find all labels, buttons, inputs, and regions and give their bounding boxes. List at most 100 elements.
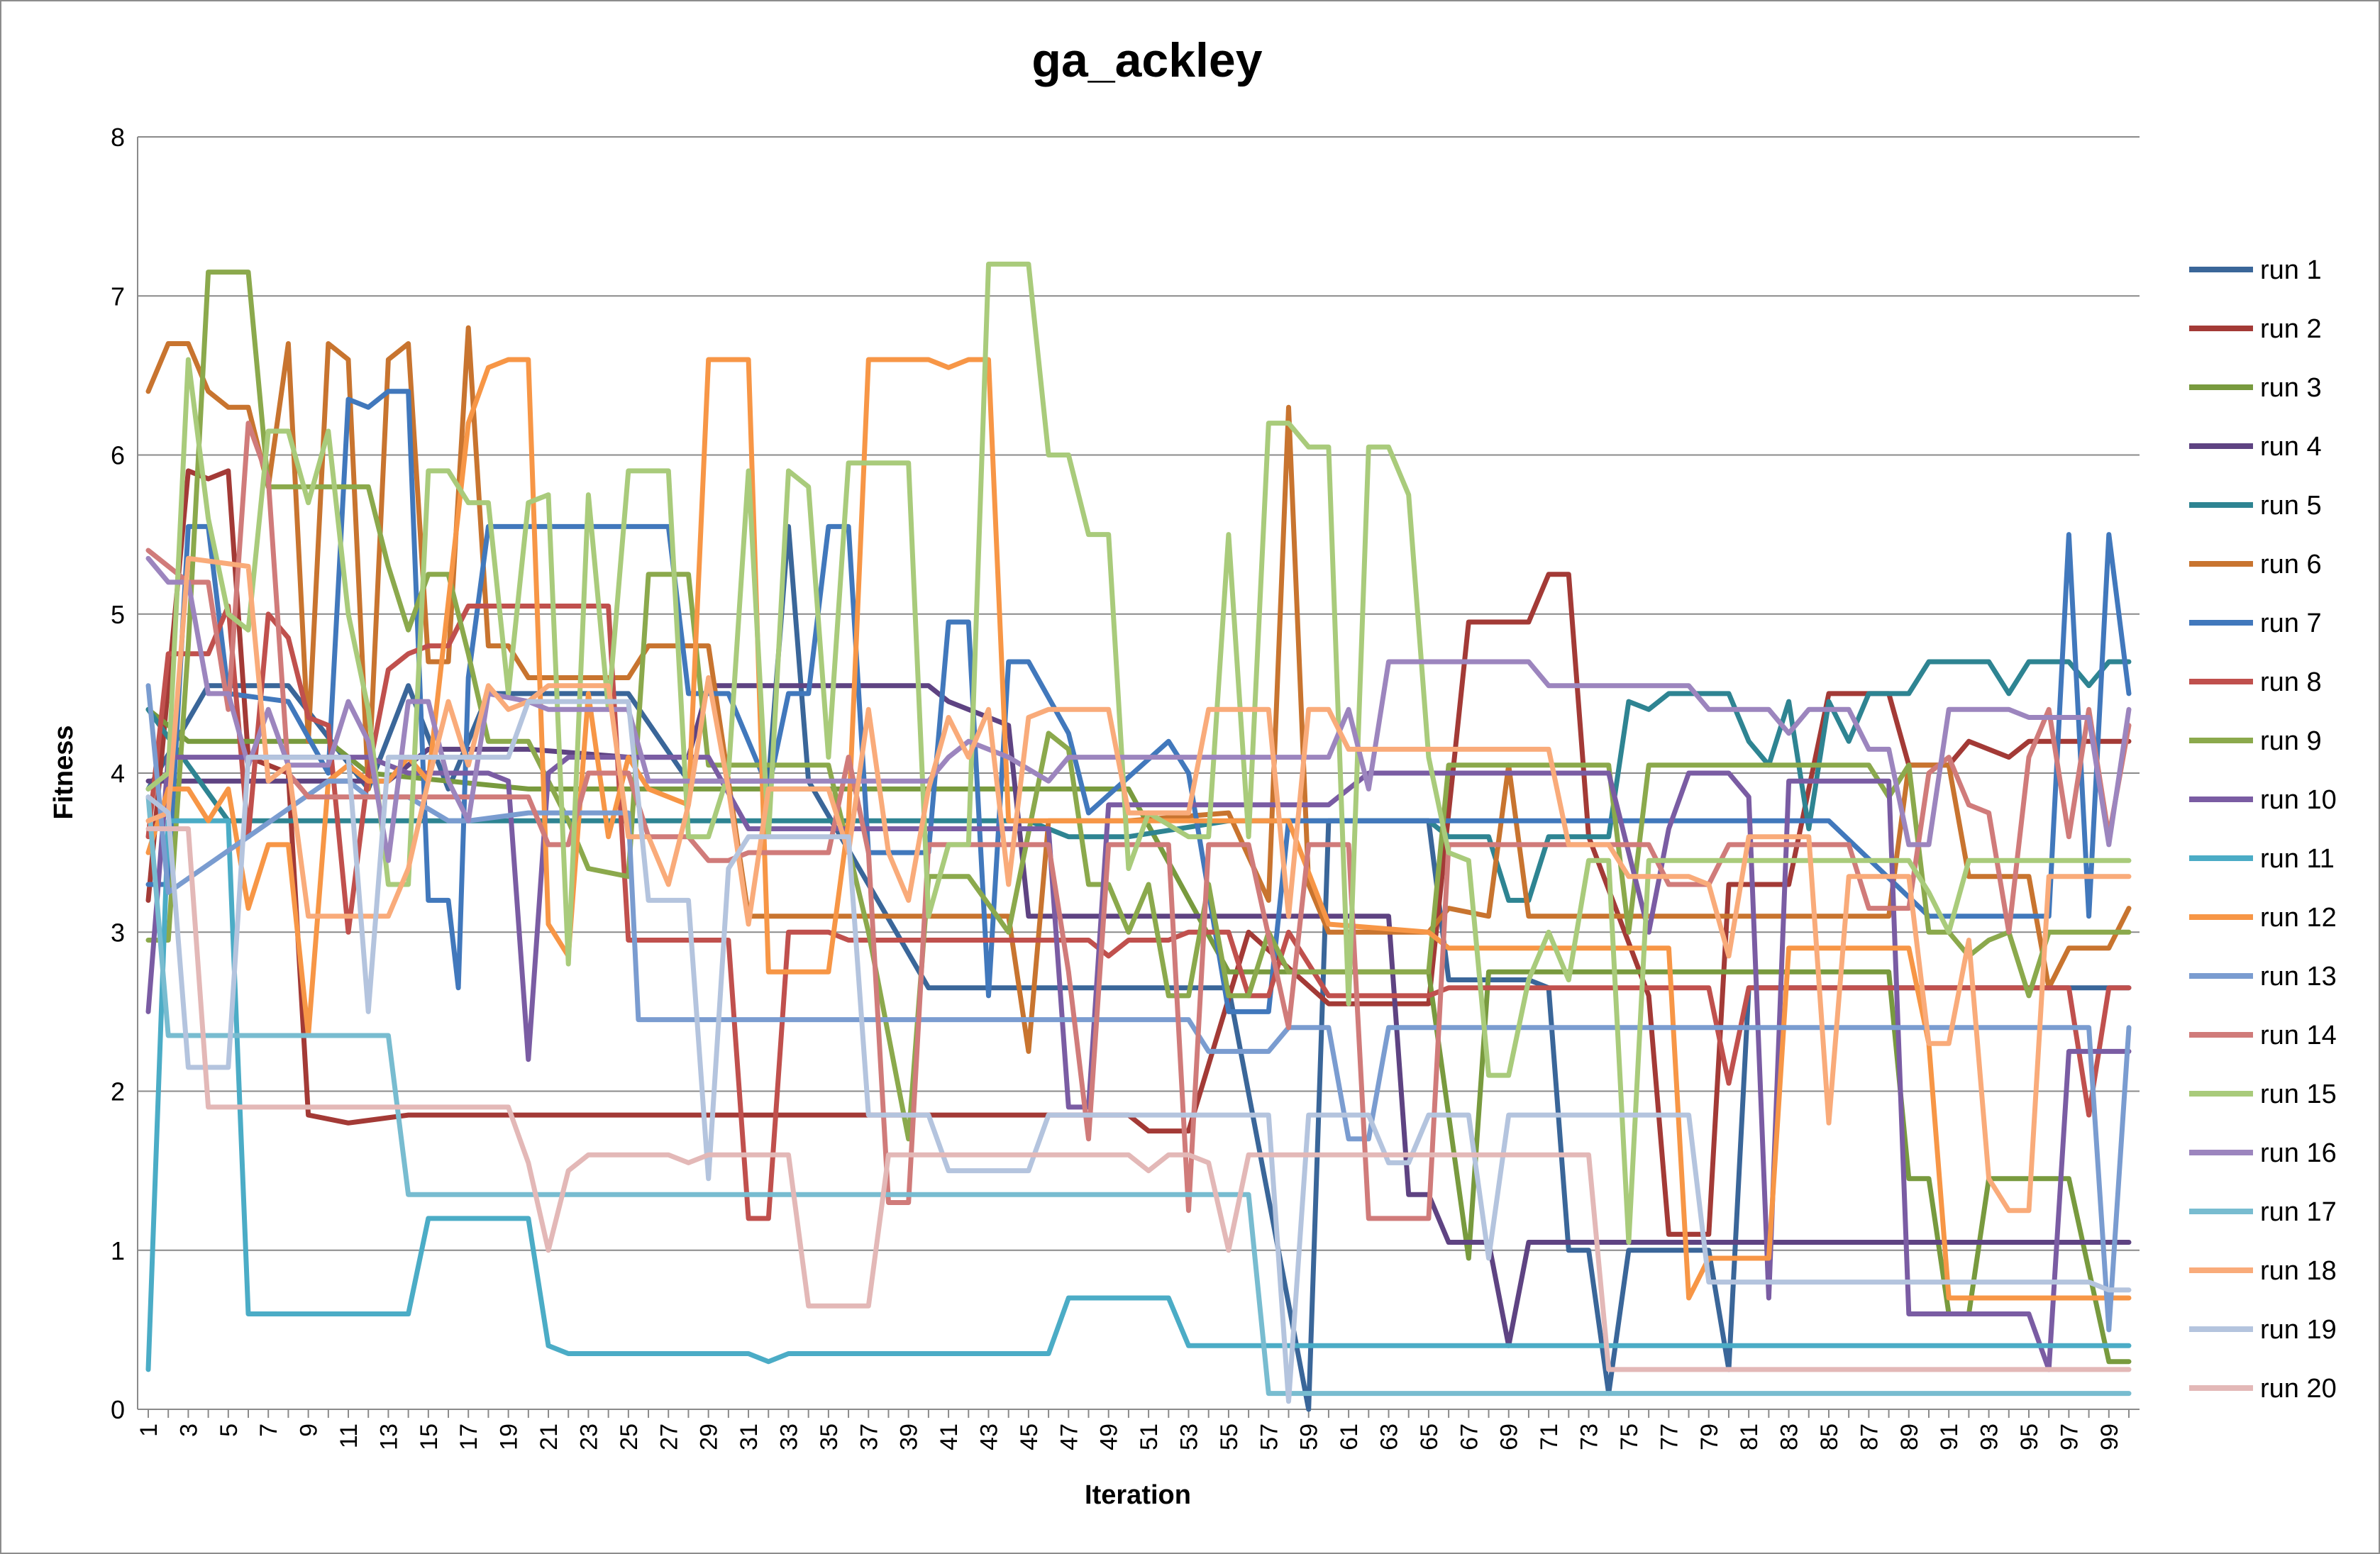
x-tick-label: 73	[1576, 1423, 1603, 1450]
x-tick-label: 13	[375, 1423, 402, 1450]
x-tick-label: 21	[536, 1423, 563, 1450]
y-tick-label: 8	[111, 123, 125, 152]
legend-label: run 1	[2260, 255, 2322, 285]
series-lines	[145, 261, 2132, 1412]
legend-label: run 10	[2260, 785, 2337, 815]
legend-label: run 6	[2260, 550, 2322, 579]
legend-label: run 17	[2260, 1197, 2337, 1227]
x-tick-label: 55	[1216, 1423, 1243, 1450]
series-line-run-20	[145, 826, 2132, 1372]
x-tick-label: 83	[1776, 1423, 1803, 1450]
x-tick-label: 15	[416, 1423, 443, 1450]
series-line-run-7	[145, 389, 2132, 1014]
legend-label: run 18	[2260, 1256, 2337, 1286]
x-tick-label: 35	[816, 1423, 843, 1450]
x-tick-label: 75	[1616, 1423, 1643, 1450]
legend: run 1 run 2 run 3 run 4 run 5 run 6 run 7 run 8…	[2189, 255, 2337, 1404]
x-tick-label: 65	[1416, 1423, 1443, 1450]
x-tick-label: 5	[216, 1423, 243, 1437]
legend-label: run 19	[2260, 1315, 2337, 1345]
y-axis-label: Fitness	[49, 725, 79, 819]
x-tick-label: 33	[775, 1423, 802, 1450]
y-tick-label: 7	[111, 282, 125, 311]
legend-label: run 4	[2260, 432, 2322, 462]
x-tick-label: 63	[1376, 1423, 1403, 1450]
x-tick-label: 19	[496, 1423, 523, 1450]
x-tick-label: 99	[2096, 1423, 2123, 1450]
series-line-run-8	[145, 604, 2132, 1221]
x-tick-label: 7	[255, 1423, 282, 1437]
x-tick-label: 17	[455, 1423, 482, 1450]
series-line-run-11	[145, 818, 2132, 1372]
series-line-run-5	[145, 659, 2132, 903]
series-line-run-9	[145, 270, 2132, 1142]
series-line-run-19	[145, 699, 2132, 1404]
legend-label: run 3	[2260, 373, 2322, 403]
x-tick-label: 71	[1536, 1423, 1563, 1450]
y-tick-label: 3	[111, 918, 125, 947]
x-tick-label: 45	[1016, 1423, 1043, 1450]
x-tick-label: 51	[1136, 1423, 1163, 1450]
y-tick-label: 5	[111, 600, 125, 629]
x-tick-label: 29	[696, 1423, 723, 1450]
legend-label: run 2	[2260, 314, 2322, 344]
x-tick-label: 47	[1056, 1423, 1083, 1450]
legend-label: run 16	[2260, 1138, 2337, 1168]
x-axis-label: Iteration	[1085, 1480, 1191, 1510]
series-line-run-17	[145, 794, 2132, 1397]
x-tick-label: 25	[616, 1423, 643, 1450]
x-tick-label: 37	[856, 1423, 882, 1450]
x-tick-label: 61	[1336, 1423, 1363, 1450]
x-tick-label: 79	[1696, 1423, 1723, 1450]
y-tick-label: 1	[111, 1236, 125, 1265]
legend-label: run 15	[2260, 1080, 2337, 1109]
legend-label: run 5	[2260, 491, 2322, 521]
x-tick-label: 53	[1176, 1423, 1203, 1450]
legend-label: run 7	[2260, 609, 2322, 638]
x-tick-label: 97	[2056, 1423, 2083, 1450]
series-line-run-6	[145, 325, 2132, 1054]
x-tick-label: 1	[135, 1423, 162, 1437]
x-tick-label: 43	[975, 1423, 1002, 1450]
y-tick-label: 2	[111, 1077, 125, 1106]
x-tick-label: 77	[1656, 1423, 1683, 1450]
series-line-run-16	[145, 555, 2132, 863]
x-tick-label: 57	[1256, 1423, 1283, 1450]
x-tick-label: 3	[175, 1423, 202, 1437]
x-tick-label: 49	[1096, 1423, 1123, 1450]
x-tick-label: 93	[1976, 1423, 2003, 1450]
legend-label: run 8	[2260, 667, 2322, 697]
x-tick-label: 87	[1856, 1423, 1883, 1450]
x-tick-label: 23	[575, 1423, 602, 1450]
series-line-run-15	[145, 261, 2132, 1245]
x-tick-label: 9	[296, 1423, 323, 1437]
legend-label: run 11	[2260, 844, 2335, 874]
x-tick-label: 31	[736, 1423, 763, 1450]
y-tick-label: 4	[111, 759, 125, 788]
x-tick-label: 59	[1296, 1423, 1323, 1450]
legend-label: run 20	[2260, 1374, 2337, 1404]
chart-title: ga_ackley	[1031, 33, 1262, 87]
series-line-run-3	[145, 706, 2132, 1365]
x-tick-label: 41	[936, 1423, 963, 1450]
x-tick-label: 89	[1896, 1423, 1923, 1450]
x-tick-label: 81	[1736, 1423, 1763, 1450]
legend-label: run 12	[2260, 903, 2337, 933]
series-line-run-10	[145, 755, 2132, 1372]
x-tick-label: 69	[1496, 1423, 1523, 1450]
y-tick-label: 6	[111, 441, 125, 470]
legend-label: run 14	[2260, 1021, 2337, 1050]
legend-label: run 13	[2260, 962, 2337, 992]
y-tick-label: 0	[111, 1395, 125, 1424]
x-tick-label: 91	[1936, 1423, 1963, 1450]
x-tick-label: 27	[655, 1423, 682, 1450]
series-line-run-18	[145, 555, 2132, 1214]
x-tick-label: 95	[2016, 1423, 2043, 1450]
x-tick-label: 67	[1456, 1423, 1483, 1450]
x-tick-label: 85	[1816, 1423, 1843, 1450]
x-tick-label: 11	[336, 1423, 362, 1448]
legend-label: run 9	[2260, 726, 2322, 756]
x-tick-label: 39	[896, 1423, 923, 1450]
